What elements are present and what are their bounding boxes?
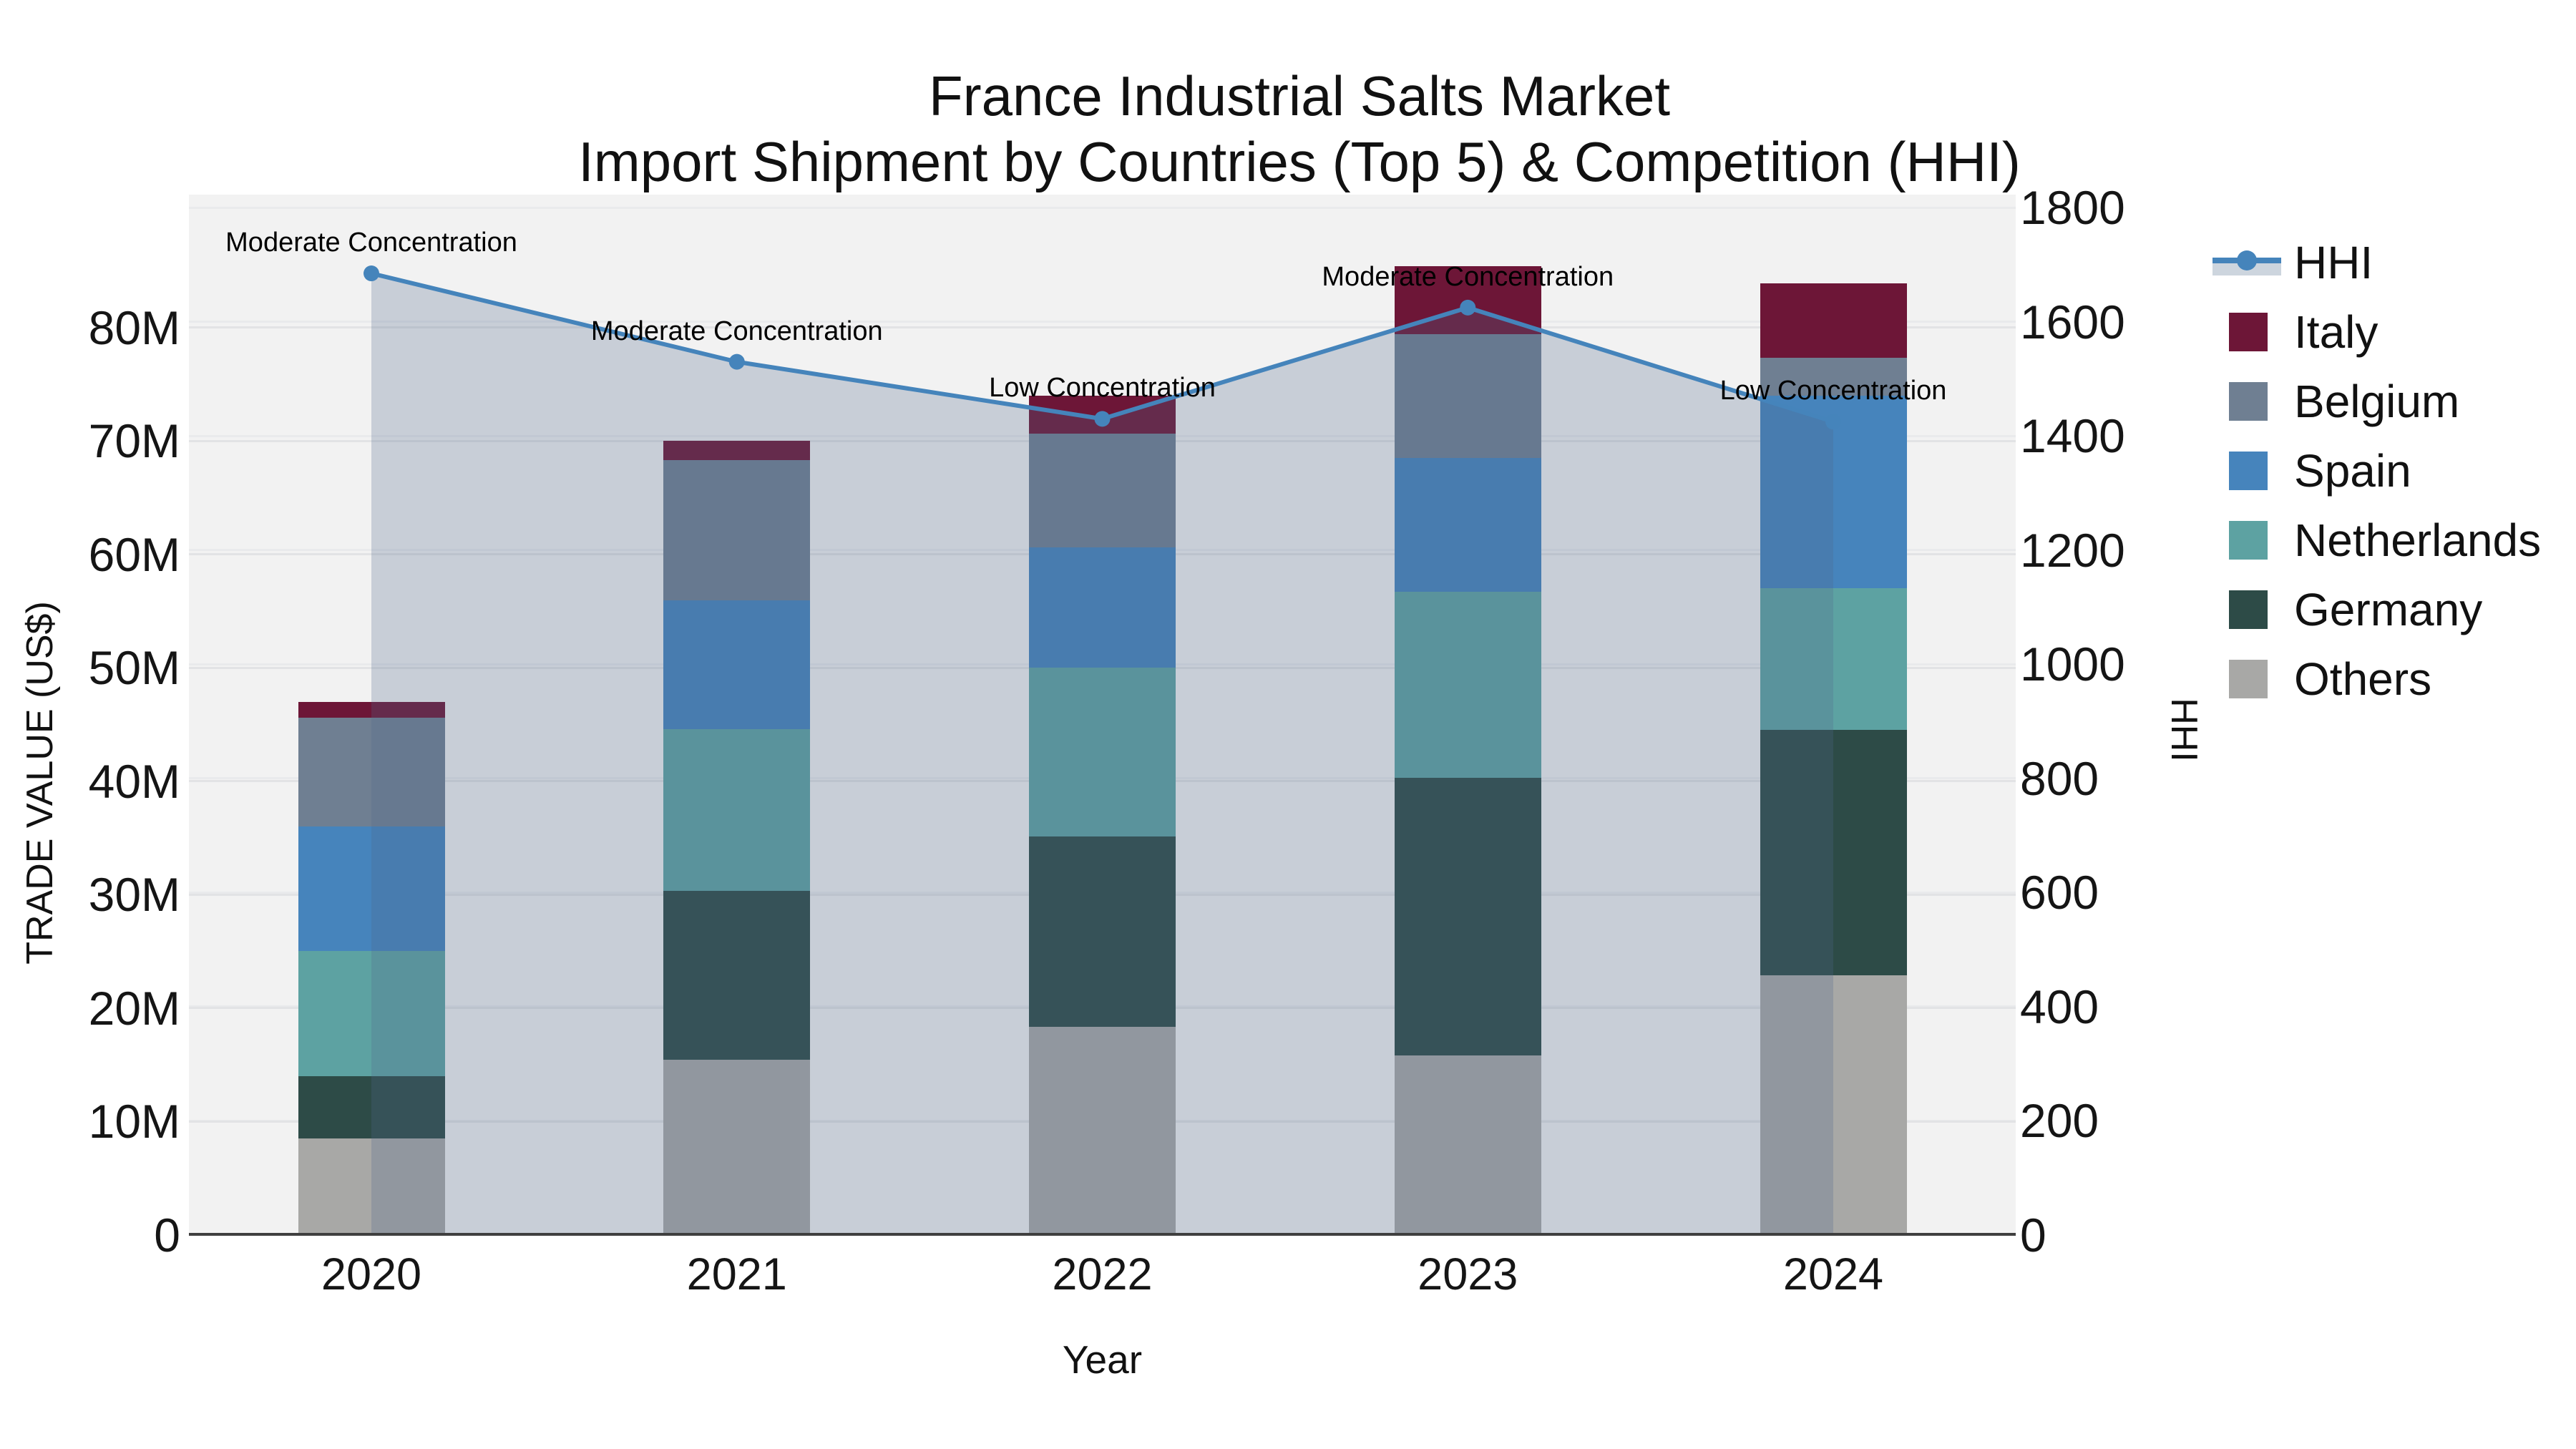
ytick-right-0: 0 <box>2020 1208 2046 1262</box>
legend-label-others: Others <box>2294 653 2432 705</box>
bar-segment-others-2023[interactable] <box>1394 1055 1541 1235</box>
bar-segment-belgium-2021[interactable] <box>663 459 811 601</box>
ytick-left-20M: 20M <box>88 981 180 1035</box>
y-axis-left-title: TRADE VALUE (US$) <box>19 601 61 965</box>
gridline-80M <box>189 326 2016 328</box>
bar-segment-spain-2021[interactable] <box>663 600 811 729</box>
ytick-left-10M: 10M <box>88 1095 180 1148</box>
hhi-marker-2023[interactable] <box>1460 299 1476 316</box>
ytick-left-70M: 70M <box>88 414 180 467</box>
hhi-marker-2021[interactable] <box>728 353 745 370</box>
ytick-right-1000: 1000 <box>2020 638 2125 691</box>
legend-item-italy[interactable]: Italy <box>2212 297 2570 366</box>
ytick-right-1800: 1800 <box>2020 181 2125 235</box>
bar-segment-belgium-2024[interactable] <box>1760 358 1907 396</box>
bar-segment-others-2022[interactable] <box>1029 1027 1176 1235</box>
legend-item-hhi[interactable]: HHI <box>2212 228 2570 297</box>
x-axis-title: Year <box>1062 1337 1143 1382</box>
bar-segment-germany-2024[interactable] <box>1760 730 1907 975</box>
legend-label-italy: Italy <box>2294 306 2379 358</box>
annotation-2023: Moderate Concentration <box>1322 261 1614 292</box>
gridline-hhi-1800 <box>189 206 2016 209</box>
bar-segment-belgium-2023[interactable] <box>1394 334 1541 458</box>
ytick-right-400: 400 <box>2020 980 2099 1033</box>
ytick-left-40M: 40M <box>88 754 180 808</box>
xtick-2022: 2022 <box>1052 1249 1153 1299</box>
hhi-marker-2020[interactable] <box>364 265 379 282</box>
xtick-2024: 2024 <box>1782 1249 1884 1299</box>
ytick-right-800: 800 <box>2020 751 2099 805</box>
bar-segment-netherlands-2021[interactable] <box>663 728 811 892</box>
ytick-left-80M: 80M <box>88 301 180 354</box>
legend-item-germany[interactable]: Germany <box>2212 575 2570 644</box>
annotation-2021: Moderate Concentration <box>590 316 883 346</box>
legend: HHI Italy Belgium Spain Netherlands Germany Ot… <box>2212 228 2570 713</box>
annotation-2024: Low Concentration <box>1719 376 1947 406</box>
ytick-right-1600: 1600 <box>2020 295 2125 348</box>
bar-segment-netherlands-2022[interactable] <box>1029 668 1176 837</box>
ytick-right-600: 600 <box>2020 866 2099 919</box>
hhi-area-fill <box>371 273 1833 1235</box>
annotation-2022: Low Concentration <box>989 373 1216 404</box>
xtick-2020: 2020 <box>321 1249 422 1299</box>
bar-segment-netherlands-2020[interactable] <box>298 951 445 1076</box>
legend-label-germany: Germany <box>2294 583 2483 635</box>
legend-item-belgium[interactable]: Belgium <box>2212 366 2570 436</box>
bar-segment-germany-2021[interactable] <box>663 891 811 1060</box>
bar-segment-spain-2020[interactable] <box>298 826 445 952</box>
chart-title-line1: France Industrial Salts Market <box>928 64 1671 127</box>
annotation-2020: Moderate Concentration <box>225 228 517 258</box>
xtick-2023: 2023 <box>1418 1249 1518 1299</box>
bar-segment-others-2020[interactable] <box>298 1138 445 1235</box>
bar-segment-belgium-2022[interactable] <box>1029 434 1176 547</box>
hhi-line-legend-icon <box>2212 248 2284 277</box>
bar-segment-spain-2022[interactable] <box>1029 547 1176 668</box>
legend-label-spain: Spain <box>2294 444 2411 497</box>
bar-segment-netherlands-2023[interactable] <box>1394 591 1541 778</box>
ytick-right-1200: 1200 <box>2020 523 2125 577</box>
bar-segment-netherlands-2024[interactable] <box>1760 588 1907 731</box>
legend-swatch-germany <box>2212 590 2284 629</box>
legend-label-hhi: HHI <box>2294 236 2373 288</box>
ytick-left-0: 0 <box>154 1208 180 1262</box>
legend-swatch-netherlands <box>2212 520 2284 560</box>
bar-segment-germany-2022[interactable] <box>1029 836 1176 1028</box>
hhi-marker-2024[interactable] <box>1825 414 1841 430</box>
legend-label-netherlands: Netherlands <box>2294 514 2542 566</box>
ytick-left-60M: 60M <box>88 527 180 581</box>
xtick-2021: 2021 <box>686 1249 787 1299</box>
gridline-hhi-1600 <box>189 321 2016 323</box>
bar-segment-spain-2023[interactable] <box>1394 457 1541 592</box>
legend-label-belgium: Belgium <box>2294 375 2460 427</box>
legend-swatch-italy <box>2212 312 2284 351</box>
bar-segment-belgium-2020[interactable] <box>298 717 445 826</box>
legend-swatch-spain <box>2212 451 2284 490</box>
legend-swatch-belgium <box>2212 381 2284 421</box>
chart-title: France Industrial Salts Market Import Sh… <box>0 63 2576 195</box>
y-axis-right-title: HHI <box>2163 698 2205 762</box>
bar-segment-germany-2020[interactable] <box>298 1075 445 1138</box>
bar-segment-others-2021[interactable] <box>663 1060 811 1235</box>
ytick-right-200: 200 <box>2020 1094 2099 1148</box>
x-axis-line <box>189 1233 2016 1236</box>
legend-item-netherlands[interactable]: Netherlands <box>2212 505 2570 575</box>
hhi-line-layer <box>364 265 1841 1235</box>
bar-segment-italy-2024[interactable] <box>1760 283 1907 358</box>
bar-segment-others-2024[interactable] <box>1760 975 1907 1235</box>
bar-segment-germany-2023[interactable] <box>1394 777 1541 1056</box>
ytick-left-30M: 30M <box>88 868 180 921</box>
ytick-right-1400: 1400 <box>2020 409 2125 463</box>
bar-segment-italy-2021[interactable] <box>663 441 811 460</box>
bar-segment-italy-2020[interactable] <box>298 701 445 718</box>
chart-title-line2: Import Shipment by Countries (Top 5) & C… <box>578 130 2021 194</box>
hhi-marker-2022[interactable] <box>1094 411 1111 427</box>
legend-item-others[interactable]: Others <box>2212 644 2570 713</box>
legend-swatch-others <box>2212 659 2284 698</box>
legend-item-spain[interactable]: Spain <box>2212 436 2570 505</box>
ytick-left-50M: 50M <box>88 641 180 694</box>
